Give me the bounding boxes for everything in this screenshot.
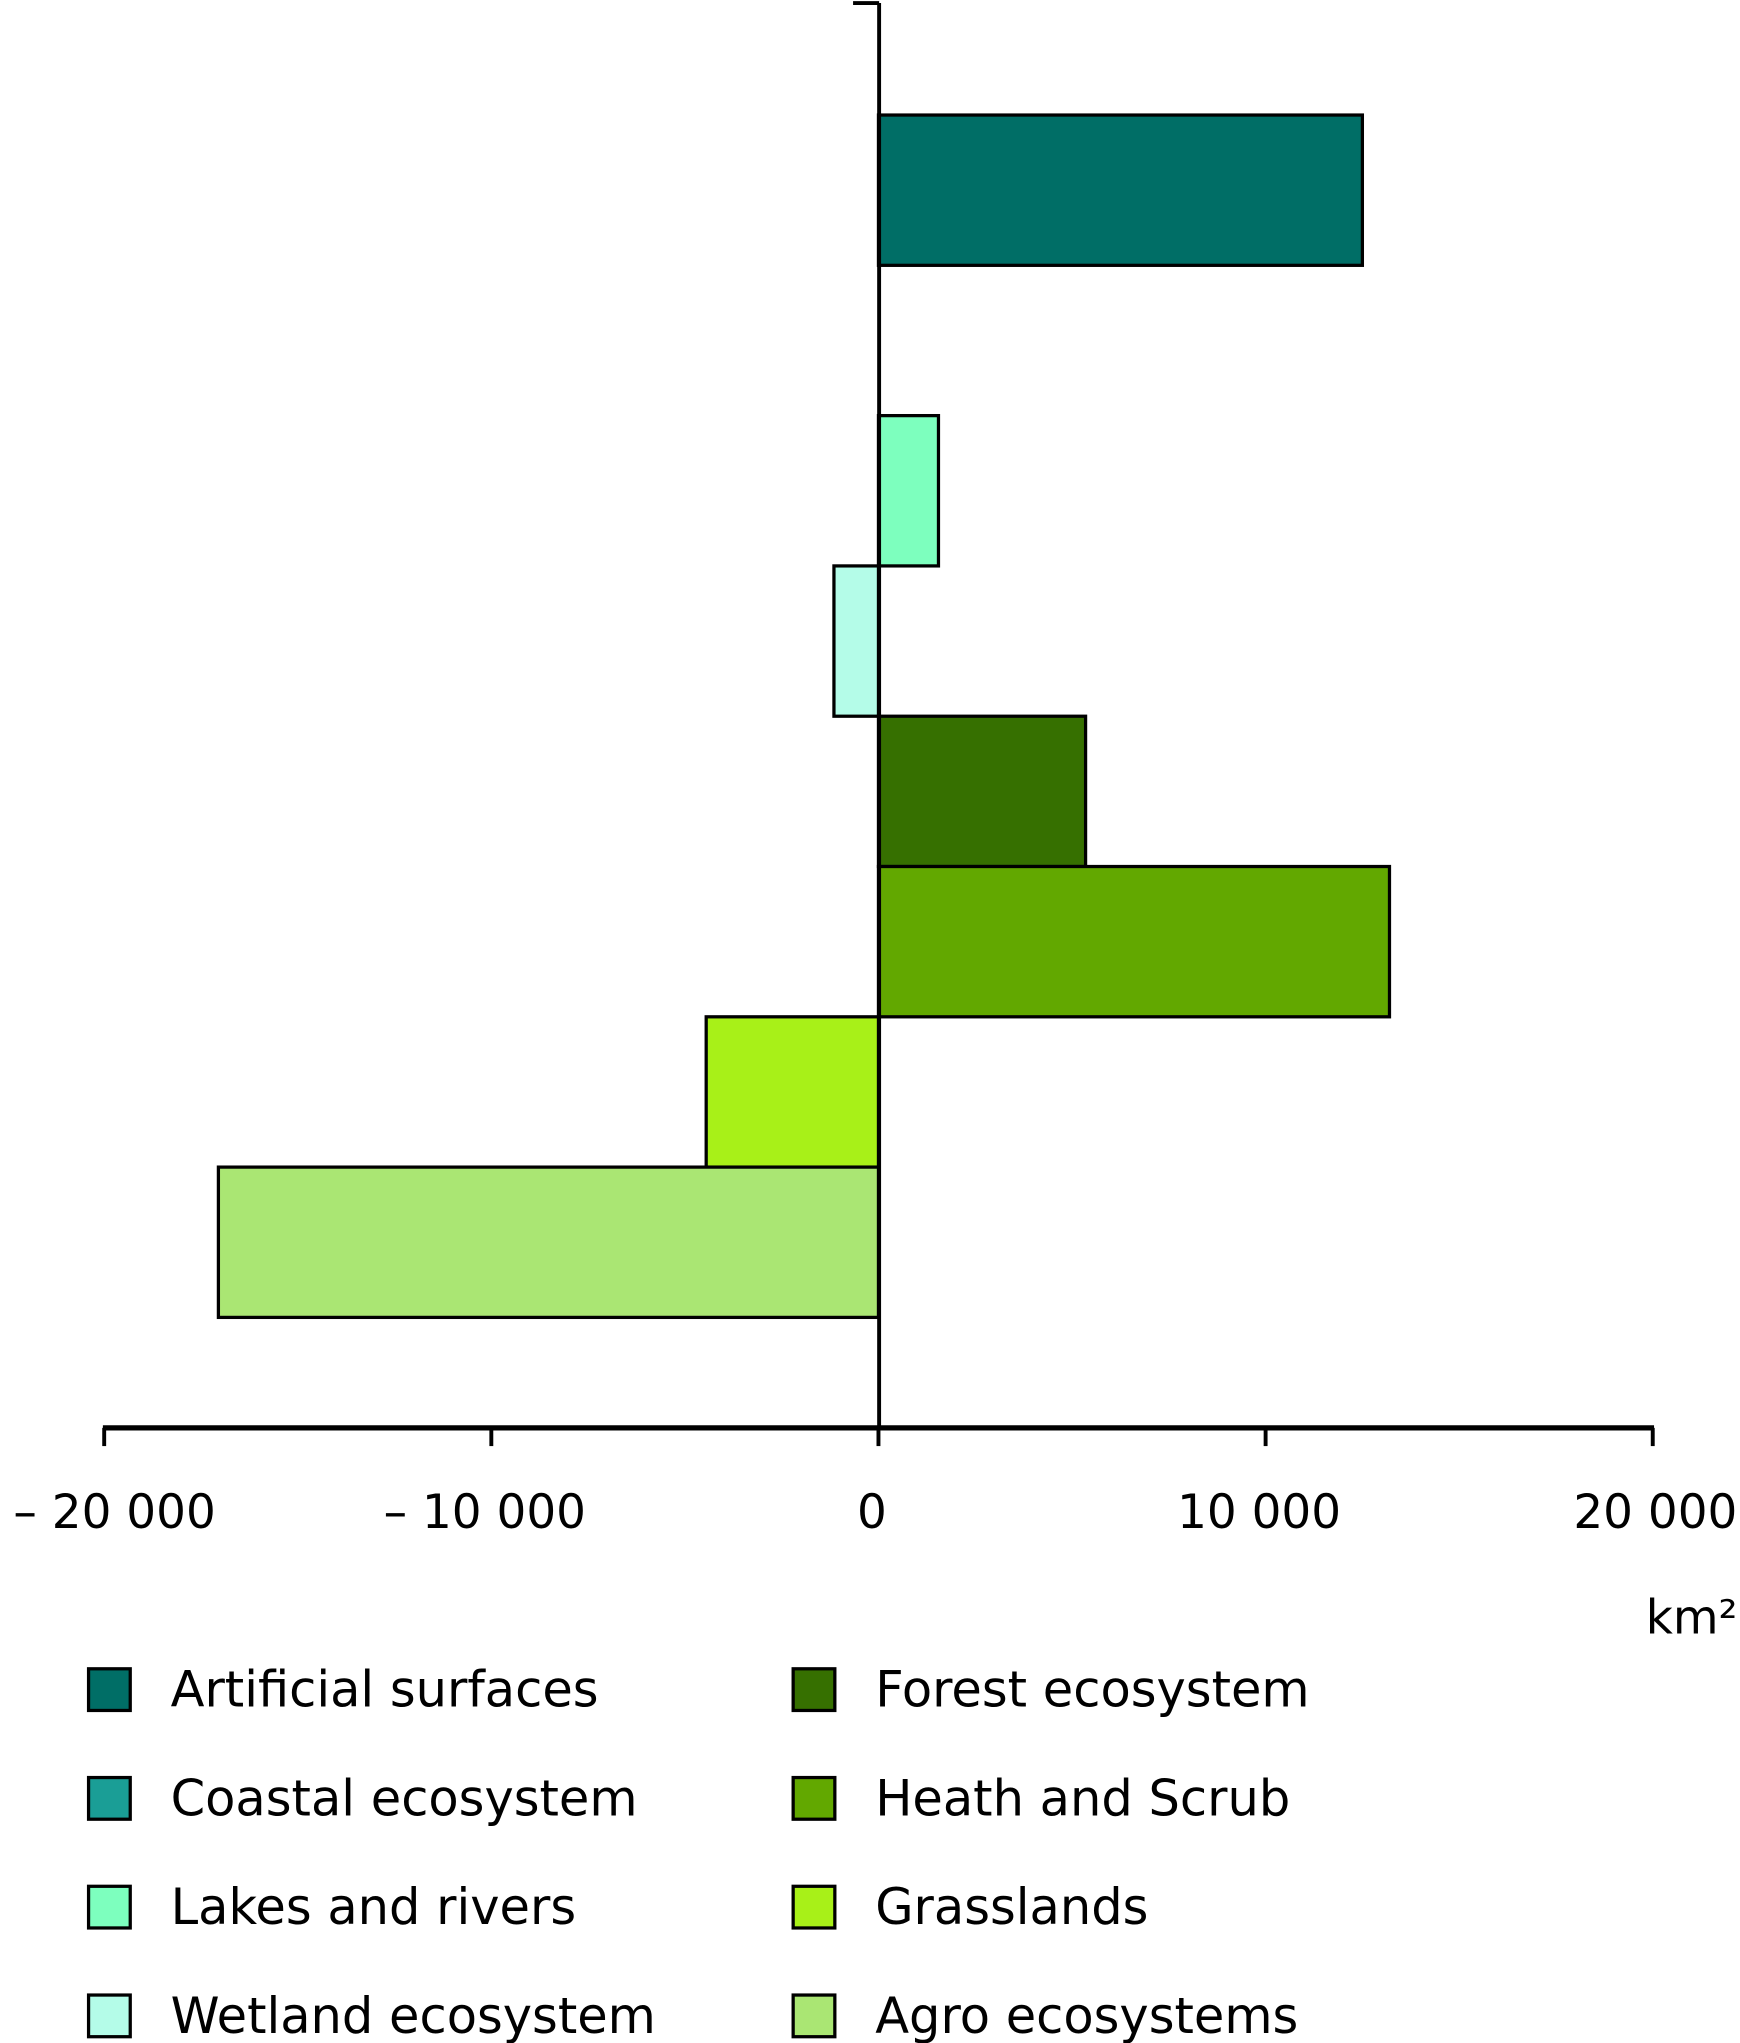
legend-label-wetland-ecosystem: Wetland ecosystem	[171, 1987, 656, 2043]
legend-swatch-grasslands	[791, 1884, 837, 1930]
legend-swatch-agro-ecosystems	[791, 1993, 837, 2039]
legend-swatch-artificial-surfaces	[86, 1667, 132, 1713]
x-tick-label: 20 000	[1573, 1485, 1737, 1540]
legend-label-forest-ecosystem: Forest ecosystem	[875, 1661, 1309, 1719]
legend-label-heath-and-scrub: Heath and Scrub	[875, 1769, 1290, 1827]
bars-group	[216, 113, 1392, 1320]
legend-swatch-heath-and-scrub	[791, 1775, 837, 1821]
bar-wetland-ecosystem	[832, 564, 881, 718]
x-tick-label: 10 000	[1177, 1485, 1341, 1540]
bar-agro-ecosystems	[216, 1165, 881, 1320]
unit-label: km²	[1646, 1591, 1738, 1646]
legend-swatch-coastal-ecosystem	[86, 1775, 132, 1821]
legend-label-grasslands: Grasslands	[875, 1878, 1148, 1936]
bar-heath-and-scrub	[876, 864, 1392, 1019]
bar-artificial-surfaces	[876, 113, 1365, 267]
bar-lakes-and-rivers	[876, 413, 941, 568]
x-tick-label: 0	[857, 1485, 887, 1540]
legend-swatch-lakes-and-rivers	[86, 1884, 132, 1930]
bar-forest-ecosystem	[876, 714, 1088, 869]
legend-label-lakes-and-rivers: Lakes and rivers	[171, 1878, 577, 1936]
x-tick-label: – 10 000	[384, 1485, 586, 1540]
legend-label-artificial-surfaces: Artificial surfaces	[171, 1661, 599, 1719]
legend-swatch-wetland-ecosystem	[86, 1993, 132, 2039]
legend-label-agro-ecosystems: Agro ecosystems	[875, 1987, 1298, 2043]
legend: Artificial surfaces Coastal ecosystem Lake…	[86, 1661, 1310, 2043]
legend-swatch-forest-ecosystem	[791, 1667, 837, 1713]
bar-grasslands	[704, 1015, 881, 1169]
legend-label-coastal-ecosystem: Coastal ecosystem	[171, 1769, 638, 1827]
x-ticks-group: – 20 000 – 10 000 0 10 000 20 000	[13, 1427, 1737, 1540]
x-tick-label: – 20 000	[13, 1485, 215, 1540]
